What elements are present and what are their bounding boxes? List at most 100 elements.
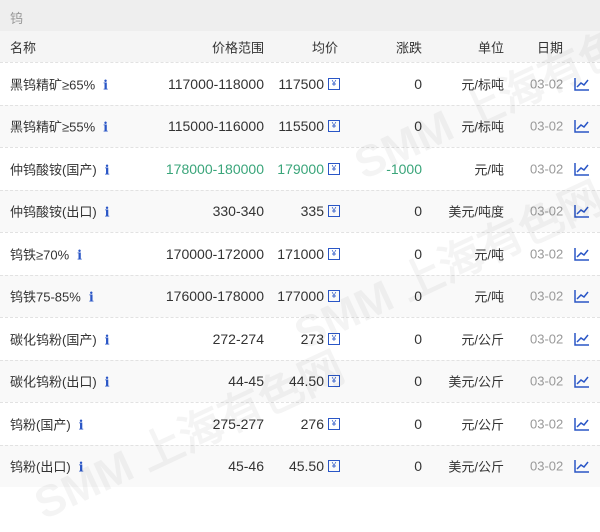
average-price: 45.50: [288, 458, 324, 475]
unit: 元/吨: [474, 289, 504, 305]
price-range: 170000-172000: [165, 245, 264, 262]
trend-chart-icon[interactable]: [574, 459, 590, 473]
info-icon[interactable]: i: [104, 205, 110, 221]
price-range: 178000-180000: [165, 160, 264, 177]
date: 03-02: [530, 331, 564, 347]
table-row: 钨铁75-85% i 176000-178000 177000 ¥ 0 元/吨 0…: [0, 274, 600, 317]
product-name-text: 仲钨酸铵(出口): [10, 204, 97, 220]
trend-chart-icon[interactable]: [574, 204, 590, 218]
calendar-icon[interactable]: ¥: [328, 375, 340, 388]
average-price: 171000: [277, 245, 324, 262]
unit: 元/标吨: [461, 77, 504, 93]
trend-chart-icon[interactable]: [574, 374, 590, 388]
info-icon[interactable]: i: [104, 163, 110, 179]
price-table: 黑钨精矿≥65% i 117000-118000 117500 ¥ 0 元/标吨 …: [0, 62, 600, 487]
date: 03-02: [530, 118, 564, 134]
price-change: 0: [414, 203, 422, 220]
unit: 美元/公斤: [448, 459, 504, 475]
trend-chart-icon[interactable]: [574, 247, 590, 261]
info-icon[interactable]: i: [104, 375, 110, 391]
calendar-icon[interactable]: ¥: [328, 290, 340, 303]
product-name: 钨铁75-85% i: [10, 287, 94, 306]
table-row: 碳化钨粉(出口) i 44-45 44.50 ¥ 0 美元/公斤 03-02: [0, 359, 600, 402]
table-row: 仲钨酸铵(国产) i 178000-180000 179000 ¥ -1000 元…: [0, 147, 600, 190]
info-icon[interactable]: i: [103, 120, 109, 136]
calendar-icon[interactable]: ¥: [328, 247, 340, 260]
trend-chart-icon[interactable]: [574, 162, 590, 176]
price-change: 0: [414, 373, 422, 390]
table-row: 钨铁≥70% i 170000-172000 171000 ¥ 0 元/吨 03-…: [0, 232, 600, 275]
product-name-text: 钨铁≥70%: [10, 247, 70, 263]
calendar-icon[interactable]: ¥: [328, 417, 340, 430]
table-row: 碳化钨粉(国产) i 272-274 273 ¥ 0 元/公斤 03-02: [0, 317, 600, 360]
product-name: 钨粉(出口) i: [10, 457, 84, 476]
product-name-text: 钨粉(出口): [10, 459, 71, 475]
product-name: 仲钨酸铵(国产) i: [10, 159, 110, 178]
calendar-icon[interactable]: ¥: [328, 77, 340, 90]
price-change: 0: [414, 288, 422, 305]
date: 03-02: [530, 288, 564, 304]
price-change: 0: [414, 415, 422, 432]
info-icon[interactable]: i: [78, 418, 84, 434]
info-icon[interactable]: i: [77, 248, 83, 264]
info-icon[interactable]: i: [104, 333, 110, 349]
average-price: 115500: [278, 118, 324, 135]
unit: 美元/公斤: [448, 374, 504, 390]
product-name-text: 仲钨酸铵(国产): [10, 162, 97, 178]
header-range: 价格范围: [211, 40, 264, 55]
average-price: 273: [300, 330, 324, 347]
unit: 美元/吨度: [448, 204, 504, 220]
calendar-icon[interactable]: ¥: [328, 205, 340, 218]
price-change: 0: [414, 458, 422, 475]
product-name: 碳化钨粉(出口) i: [10, 372, 110, 391]
price-range: 117000-118000: [167, 75, 264, 92]
price-change: 0: [414, 330, 422, 347]
price-range: 176000-178000: [165, 288, 264, 305]
product-name: 钨粉(国产) i: [10, 414, 84, 433]
trend-chart-icon[interactable]: [574, 289, 590, 303]
unit: 元/吨: [474, 162, 504, 178]
calendar-icon[interactable]: ¥: [328, 120, 340, 133]
product-name-text: 钨粉(国产): [10, 417, 71, 433]
calendar-icon[interactable]: ¥: [328, 332, 340, 345]
product-name: 黑钨精矿≥65% i: [10, 74, 108, 93]
unit: 元/标吨: [461, 119, 504, 135]
price-range: 275-277: [212, 415, 264, 432]
table-row: 仲钨酸铵(出口) i 330-340 335 ¥ 0 美元/吨度 03-02: [0, 189, 600, 232]
product-name-text: 黑钨精矿≥55%: [10, 119, 96, 135]
price-range: 45-46: [228, 458, 264, 475]
product-name: 碳化钨粉(国产) i: [10, 329, 110, 348]
calendar-icon[interactable]: ¥: [328, 162, 340, 175]
trend-chart-icon[interactable]: [574, 417, 590, 431]
table-row: 钨粉(出口) i 45-46 45.50 ¥ 0 美元/公斤 03-02: [0, 444, 600, 487]
product-name: 仲钨酸铵(出口) i: [10, 202, 110, 221]
average-price: 335: [300, 203, 324, 220]
product-name-text: 碳化钨粉(国产): [10, 332, 97, 348]
product-name-text: 黑钨精矿≥65%: [10, 77, 96, 93]
info-icon[interactable]: i: [88, 290, 94, 306]
table-row: 钨粉(国产) i 275-277 276 ¥ 0 元/公斤 03-02: [0, 402, 600, 445]
info-icon[interactable]: i: [78, 460, 84, 476]
price-range: 272-274: [212, 330, 264, 347]
average-price: 117500: [278, 75, 324, 92]
info-icon[interactable]: i: [103, 78, 109, 94]
average-price: 276: [300, 415, 324, 432]
date: 03-02: [530, 203, 564, 219]
average-price: 177000: [277, 288, 324, 305]
section-title: 钨: [0, 0, 600, 31]
price-change: -1000: [386, 160, 422, 177]
header-name: 名称: [10, 40, 37, 55]
price-change: 0: [414, 245, 422, 262]
header-avg: 均价: [311, 40, 338, 55]
date: 03-02: [530, 458, 564, 474]
date: 03-02: [530, 76, 564, 92]
unit: 元/公斤: [461, 332, 504, 348]
unit: 元/公斤: [461, 417, 504, 433]
trend-chart-icon[interactable]: [574, 332, 590, 346]
price-change: 0: [414, 118, 422, 135]
table-header: 名称 价格范围 均价 涨跌 单位 日期: [0, 31, 600, 62]
trend-chart-icon[interactable]: [574, 77, 590, 91]
calendar-icon[interactable]: ¥: [328, 460, 340, 473]
trend-chart-icon[interactable]: [574, 119, 590, 133]
header-change: 涨跌: [395, 40, 422, 55]
